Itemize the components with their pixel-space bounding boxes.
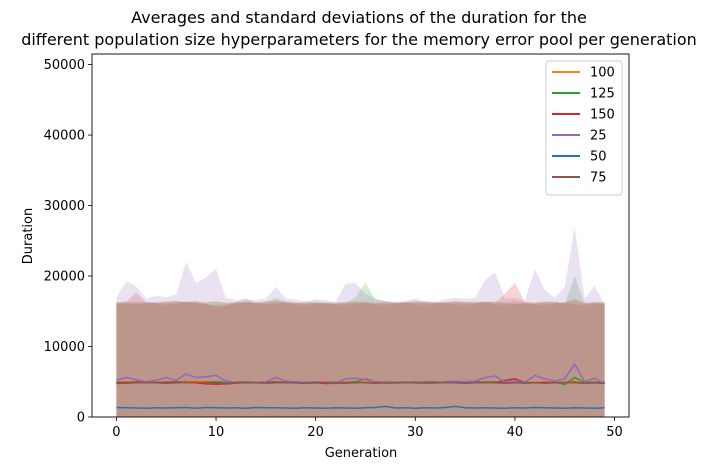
x-tick-label: 30 — [407, 425, 424, 440]
legend-label-25: 25 — [590, 129, 607, 144]
x-tick-label: 10 — [208, 425, 225, 440]
std-band-75 — [116, 301, 605, 417]
x-axis-label: Generation — [325, 446, 398, 461]
std-band-25 — [116, 226, 605, 417]
mean-line-50 — [116, 405, 605, 409]
legend-label-50: 50 — [590, 150, 607, 165]
std-band-100 — [116, 300, 605, 417]
mean-lines — [116, 362, 605, 409]
y-tick-label: 50000 — [44, 58, 85, 73]
legend: 100 125 150 25 50 75 — [545, 60, 623, 196]
y-tick-label: 30000 — [44, 199, 85, 214]
legend-label-75: 75 — [590, 171, 607, 186]
std-bands — [116, 226, 605, 417]
x-tick-label: 0 — [112, 425, 120, 440]
x-tick-label: 20 — [307, 425, 324, 440]
plot-frame — [91, 53, 630, 418]
x-tick-label: 50 — [606, 425, 623, 440]
legend-label-150: 150 — [590, 108, 615, 123]
chart-title-line-2: different population size hyperparameter… — [21, 30, 697, 49]
legend-label-100: 100 — [590, 66, 615, 81]
y-tick-label: 40000 — [44, 129, 85, 144]
legend-box — [545, 60, 623, 196]
chart-title-line-1: Averages and standard deviations of the … — [131, 8, 587, 27]
y-tick-label: 20000 — [44, 270, 85, 285]
legend-label-125: 125 — [590, 87, 615, 102]
y-axis-ticks: 0 10000 20000 30000 40000 50000 — [44, 58, 92, 426]
y-tick-label: 0 — [77, 411, 85, 426]
y-axis-label: Duration — [21, 208, 36, 264]
y-tick-label: 10000 — [44, 340, 85, 355]
x-tick-label: 40 — [507, 425, 524, 440]
x-axis-ticks: 0 10 20 30 40 50 — [112, 417, 623, 440]
mean-line-75 — [116, 381, 605, 385]
